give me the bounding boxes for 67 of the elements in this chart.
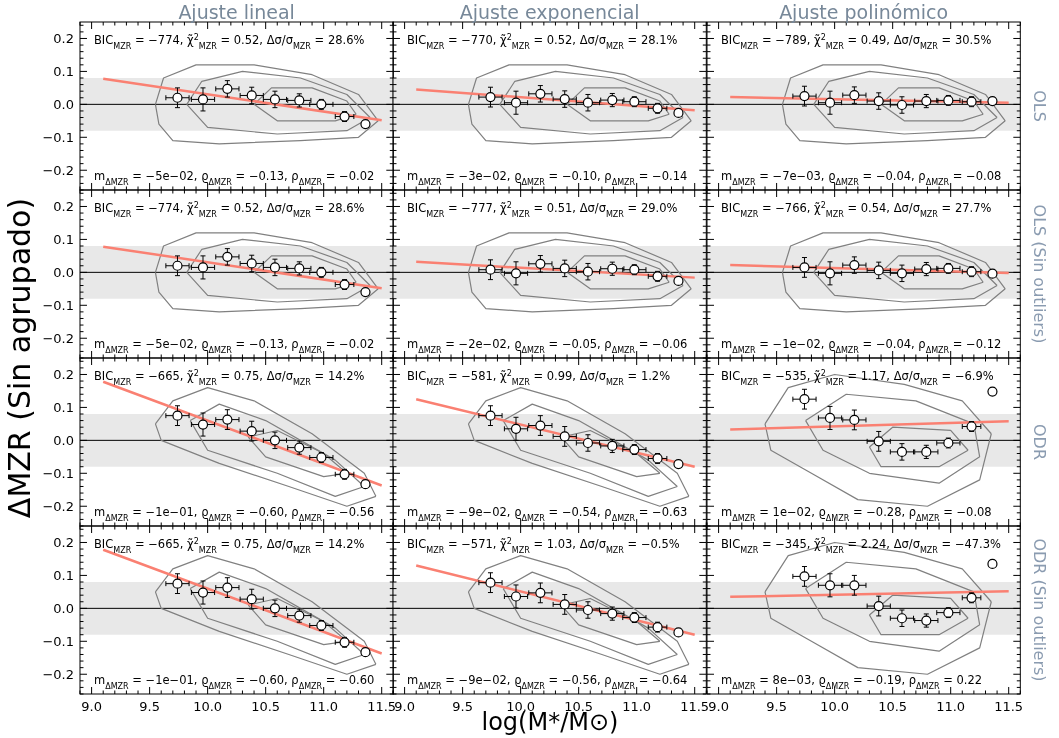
annotation: BIC$_{MZR}$ = −770, χ̃$^{2}$$_{MZR}$ = 0.52, Δσ/σ$_{MZR}$ = 28.1% (407, 32, 678, 51)
x-tick-label: 11.5 (993, 699, 1023, 714)
annotation: BIC$_{MZR}$ = −571, χ̃$^{2}$$_{MZR}$ = 1.03, Δσ/σ$_{MZR}$ = −0.5% (407, 536, 681, 555)
y-tick-label: 0.2 (53, 198, 74, 214)
y-tick-label: 0.0 (53, 96, 74, 112)
annotation: m$_{ΔMZR}$ = −5e−02, ϱ$_{ΔMZR}$ = −0.13, ρ$_{ΔMZR}$ = −0.02 (94, 337, 375, 355)
annotation: m$_{ΔMZR}$ = −2e−02, ϱ$_{ΔMZR}$ = −0.05, ρ$_{ΔMZR}$ = −0.06 (407, 337, 688, 355)
chart-title: Ajuste exponencial (459, 1, 640, 23)
x-tick-label: 9.0 (81, 699, 102, 714)
y-tick-label: 0.0 (53, 432, 74, 448)
annotation: BIC$_{MZR}$ = −345, χ̃$^{2}$$_{MZR}$ = 2.24, Δσ/σ$_{MZR}$ = −47.3% (720, 536, 1001, 555)
annotation: BIC$_{MZR}$ = −774, χ̃$^{2}$$_{MZR}$ = 0.52, Δσ/σ$_{MZR}$ = 28.6% (94, 200, 365, 219)
x-tick-label: 9.0 (394, 699, 416, 714)
x-tick-label: 11.5 (680, 699, 710, 714)
y-tick-label: −0.1 (42, 465, 74, 481)
y-tick-label: −0.2 (42, 666, 74, 682)
y2-axis-title: OLS (1029, 90, 1049, 122)
annotation: m$_{ΔMZR}$ = 1e−02, ϱ$_{ΔMZR}$ = −0.28, ρ$_{ΔMZR}$ = −0.08 (720, 505, 992, 523)
annotation: m$_{ΔMZR}$ = −9e−02, ϱ$_{ΔMZR}$ = −0.56, ρ$_{ΔMZR}$ = −0.64 (407, 673, 688, 691)
x-tick-label: 10.5 (877, 699, 907, 714)
y-tick-label: 0.2 (53, 534, 74, 550)
annotation: m$_{ΔMZR}$ = −1e−01, ϱ$_{ΔMZR}$ = −0.60, ρ$_{ΔMZR}$ = −0.60 (94, 673, 375, 691)
y-tick-label: −0.1 (42, 633, 74, 649)
y-tick-label: −0.2 (42, 330, 74, 346)
annotation: m$_{ΔMZR}$ = −1e−01, ϱ$_{ΔMZR}$ = −0.60, ρ$_{ΔMZR}$ = −0.56 (94, 505, 375, 523)
y-tick-label: 0.0 (53, 600, 74, 616)
y-tick-label: −0.1 (42, 129, 74, 145)
x-tick-label: 9.5 (452, 699, 474, 714)
chart-title: Ajuste polinómico (778, 1, 948, 23)
x-tick-label: 11.0 (309, 699, 339, 714)
chart-title: Ajuste lineal (178, 1, 295, 23)
annotation: BIC$_{MZR}$ = −774, χ̃$^{2}$$_{MZR}$ = 0.52, Δσ/σ$_{MZR}$ = 28.6% (94, 32, 365, 51)
annotation: BIC$_{MZR}$ = −581, χ̃$^{2}$$_{MZR}$ = 0.99, Δσ/σ$_{MZR}$ = 1.2% (407, 368, 671, 387)
y-tick-label: −0.2 (42, 498, 74, 514)
y-tick-label: 0.2 (53, 30, 74, 46)
y-tick-label: 0.1 (53, 399, 74, 415)
y-tick-label: 0.1 (53, 231, 74, 247)
y-axis-title: ΔMZR (Sin agrupado) (2, 197, 37, 519)
annotation: BIC$_{MZR}$ = −766, χ̃$^{2}$$_{MZR}$ = 0.54, Δσ/σ$_{MZR}$ = 27.7% (720, 200, 992, 219)
y2-axis-title: OLS (Sin outliers) (1029, 204, 1049, 344)
x-tick-label: 10.0 (819, 699, 849, 714)
annotation: m$_{ΔMZR}$ = −7e−03, ϱ$_{ΔMZR}$ = −0.04, ρ$_{ΔMZR}$ = −0.08 (720, 169, 1001, 187)
y-tick-label: 0.1 (53, 63, 74, 79)
annotation: BIC$_{MZR}$ = −665, χ̃$^{2}$$_{MZR}$ = 0.75, Δσ/σ$_{MZR}$ = 14.2% (94, 368, 365, 387)
y2-axis-title: ODR (Sin outliers) (1029, 538, 1049, 682)
x-tick-label: 11.0 (622, 699, 652, 714)
y-tick-label: −0.1 (42, 297, 74, 313)
y-tick-label: −0.2 (42, 162, 74, 178)
annotation: m$_{ΔMZR}$ = 8e−03, ϱ$_{ΔMZR}$ = −0.19, ρ$_{ΔMZR}$ = 0.22 (720, 673, 982, 691)
annotation: BIC$_{MZR}$ = −777, χ̃$^{2}$$_{MZR}$ = 0.51, Δσ/σ$_{MZR}$ = 29.0% (407, 200, 678, 219)
y-tick-label: 0.2 (53, 366, 74, 382)
y-tick-label: 0.0 (53, 264, 74, 280)
x-tick-label: 9.0 (707, 699, 729, 714)
x-tick-label: 11.0 (935, 699, 965, 714)
x-tick-label: 10.0 (193, 699, 223, 714)
x-tick-label: 9.5 (765, 699, 787, 714)
y-tick-label: 0.1 (53, 567, 74, 583)
annotation: BIC$_{MZR}$ = −789, χ̃$^{2}$$_{MZR}$ = 0.49, Δσ/σ$_{MZR}$ = 30.5% (720, 32, 992, 51)
annotation: BIC$_{MZR}$ = −535, χ̃$^{2}$$_{MZR}$ = 1.17, Δσ/σ$_{MZR}$ = −6.9% (720, 368, 994, 387)
annotation: BIC$_{MZR}$ = −665, χ̃$^{2}$$_{MZR}$ = 0.75, Δσ/σ$_{MZR}$ = 14.2% (94, 536, 365, 555)
annotation: m$_{ΔMZR}$ = −3e−02, ϱ$_{ΔMZR}$ = −0.10, ρ$_{ΔMZR}$ = −0.14 (407, 169, 688, 187)
annotation: m$_{ΔMZR}$ = −5e−02, ϱ$_{ΔMZR}$ = −0.13, ρ$_{ΔMZR}$ = −0.02 (94, 169, 375, 187)
y2-axis-title: ODR (1029, 424, 1049, 460)
x-tick-label: 9.5 (139, 699, 160, 714)
annotation: m$_{ΔMZR}$ = −1e−02, ϱ$_{ΔMZR}$ = −0.04, ρ$_{ΔMZR}$ = −0.12 (720, 337, 1001, 355)
x-tick-label: 10.5 (251, 699, 281, 714)
annotation: m$_{ΔMZR}$ = −9e−02, ϱ$_{ΔMZR}$ = −0.54, ρ$_{ΔMZR}$ = −0.63 (407, 505, 688, 523)
